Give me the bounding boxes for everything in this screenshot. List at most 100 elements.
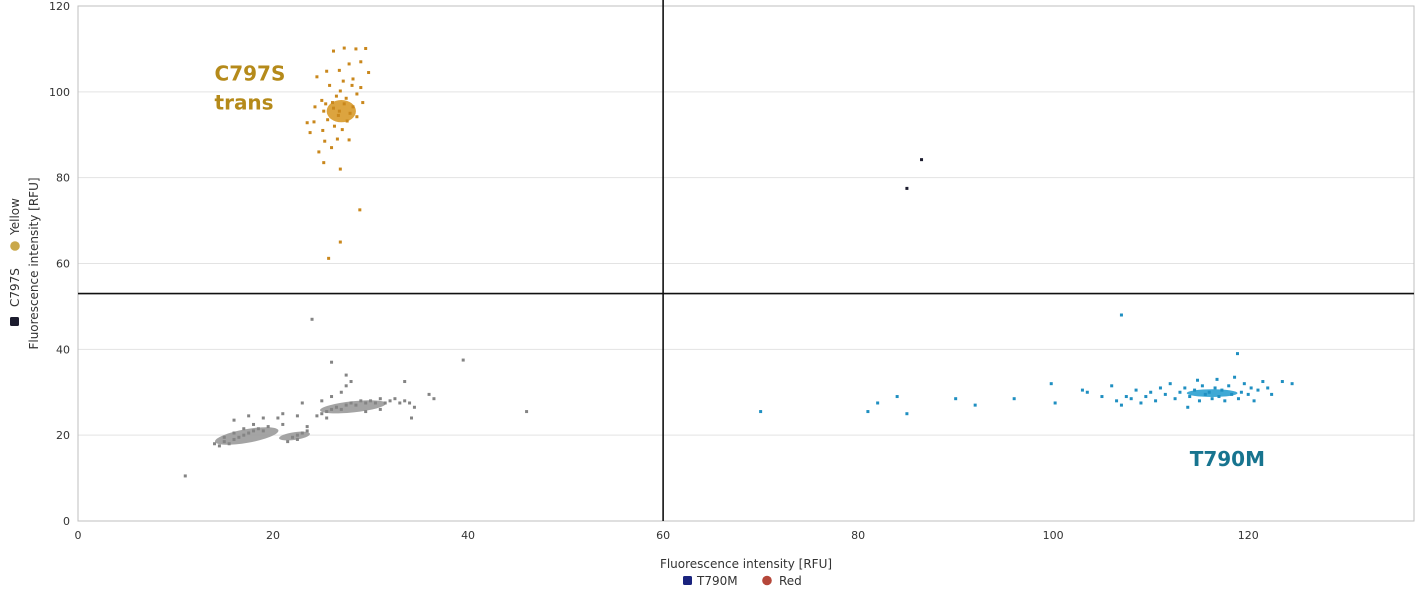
data-point [345, 119, 349, 123]
data-point [323, 139, 327, 143]
data-point [242, 433, 246, 437]
legend-x-t790m-swatch [683, 576, 692, 585]
data-point [1144, 395, 1148, 399]
y-tick-label: 100 [49, 86, 70, 99]
x-tick-label: 120 [1238, 529, 1259, 542]
data-point [895, 395, 899, 399]
data-point [222, 440, 226, 444]
data-point [1119, 403, 1123, 407]
data-point [349, 380, 353, 384]
x-tick-label: 20 [266, 529, 280, 542]
data-point [336, 113, 340, 117]
data-point [337, 109, 341, 113]
legend-x-red-label: Red [779, 574, 802, 588]
data-point [1266, 386, 1270, 390]
data-point [344, 373, 348, 377]
data-point [1124, 395, 1128, 399]
data-point [348, 111, 352, 115]
data-point [1249, 386, 1253, 390]
data-point [344, 96, 348, 100]
data-point [308, 131, 312, 135]
data-point [1207, 390, 1211, 394]
data-point [355, 115, 359, 119]
x-axis-label: Fluorescence intensity [RFU] [660, 557, 832, 571]
data-points [183, 46, 1294, 478]
data-point [378, 407, 382, 411]
data-point [1239, 390, 1243, 394]
data-point [1080, 388, 1084, 392]
data-point [237, 435, 241, 439]
x-tick-label: 100 [1043, 529, 1064, 542]
data-point [315, 75, 319, 79]
data-point [335, 137, 339, 141]
y-legend: C797S Yellow [8, 198, 22, 326]
data-point [312, 120, 316, 124]
x-legend: T790M Red [683, 574, 802, 588]
data-point [300, 401, 304, 405]
data-point [339, 407, 343, 411]
data-point [1200, 384, 1204, 388]
data-point [331, 101, 335, 105]
y-axis-ticks: 0 20 40 60 80 100 120 [49, 0, 70, 528]
data-point [361, 101, 365, 105]
density-cluster [1186, 389, 1238, 397]
data-point [408, 401, 412, 405]
data-point [359, 60, 363, 64]
data-point [364, 401, 368, 405]
data-point [1053, 401, 1057, 405]
data-point [461, 358, 465, 362]
y-tick-label: 0 [63, 515, 70, 528]
data-point [364, 410, 368, 414]
data-point [355, 92, 359, 96]
data-point [342, 102, 346, 106]
data-point [1139, 401, 1143, 405]
legend-y-c797s-label: C797S [8, 268, 22, 307]
data-point [383, 401, 387, 405]
data-point [315, 414, 319, 418]
data-point [183, 474, 187, 478]
data-point [351, 77, 355, 81]
annotation-t790m-line: T790M [1190, 447, 1265, 471]
data-point [1227, 384, 1231, 388]
data-point [291, 435, 295, 439]
y-tick-label: 40 [56, 343, 70, 356]
data-point [328, 83, 332, 87]
data-point [1163, 392, 1167, 396]
data-point [276, 416, 280, 420]
legend-y-yellow-label: Yellow [8, 198, 22, 236]
data-point [322, 109, 326, 113]
data-point [1230, 392, 1234, 396]
data-point [359, 86, 363, 90]
data-point [261, 416, 265, 420]
data-point [232, 431, 236, 435]
data-point [320, 412, 324, 416]
data-point [1100, 395, 1104, 399]
data-point [358, 208, 362, 212]
data-point [305, 121, 309, 125]
data-point [313, 105, 317, 109]
data-point [338, 240, 342, 244]
data-point [1196, 378, 1200, 382]
data-point [876, 401, 880, 405]
data-point [1012, 397, 1016, 401]
data-point [1197, 399, 1201, 403]
data-point [327, 256, 331, 260]
data-point [427, 392, 431, 396]
x-tick-label: 40 [461, 529, 475, 542]
data-point [1256, 388, 1260, 392]
data-point [334, 405, 338, 409]
data-point [305, 425, 309, 429]
data-point [398, 401, 402, 405]
data-point [227, 442, 231, 446]
data-point [364, 46, 368, 50]
data-point [330, 146, 334, 150]
data-point [1280, 380, 1284, 384]
data-point [317, 150, 321, 154]
data-point [1220, 388, 1224, 392]
data-point [320, 399, 324, 403]
data-point [920, 158, 924, 162]
y-tick-label: 120 [49, 0, 70, 13]
data-point [295, 437, 299, 441]
data-point [1173, 397, 1177, 401]
